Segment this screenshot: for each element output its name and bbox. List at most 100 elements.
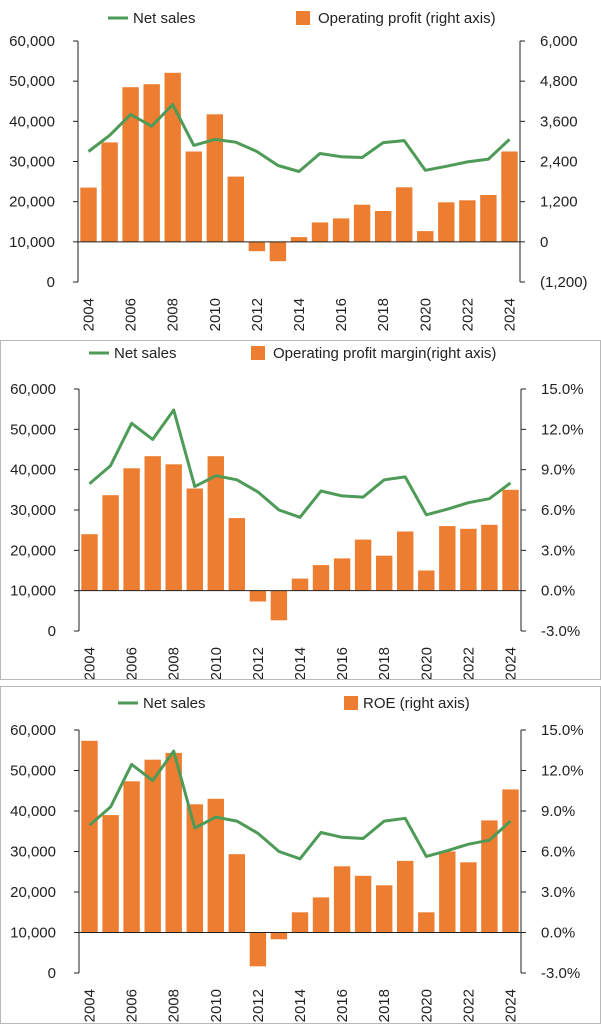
left-axis-tick-label: 0 [48, 623, 56, 640]
x-axis-tick-label: 2010 [207, 298, 224, 331]
x-axis-tick-label: 2016 [333, 298, 350, 331]
bar-2021 [439, 851, 456, 933]
bar-2013 [270, 932, 288, 940]
x-axis-tick-label: 2012 [249, 298, 266, 331]
bar-2015 [311, 222, 329, 242]
bar-2020 [418, 570, 435, 591]
bar-2019 [397, 860, 414, 933]
bar-2012 [249, 590, 267, 602]
bar-2017 [354, 875, 372, 933]
bar-2019 [397, 531, 414, 591]
left-axis-tick-label: 40,000 [9, 113, 55, 130]
bar-2014 [290, 237, 308, 242]
bar-2015 [312, 897, 330, 933]
right-axis-tick-label: 6.0% [541, 502, 575, 519]
right-axis-tick-label: 0.0% [541, 583, 575, 600]
right-axis-tick-label: -3.0% [541, 623, 580, 640]
bar-2016 [333, 558, 351, 591]
x-axis-tick-label: 2008 [166, 989, 183, 1022]
right-axis-tick-label: 0 [540, 234, 548, 251]
chart-operating-profit: Net sales Operating profit (right axis) 0 1… [9, 10, 588, 331]
bar-2007 [144, 456, 161, 591]
left-axis-tick-label: 60,000 [10, 722, 56, 739]
x-axis-tick-label: 2022 [460, 989, 477, 1022]
bar-2006 [122, 87, 139, 242]
left-axis-tick-label: 60,000 [9, 33, 55, 50]
right-axis-tick-label: 6,000 [540, 33, 578, 50]
bar-2014 [291, 578, 309, 591]
bar-2011 [228, 518, 245, 591]
bar-2013 [269, 241, 287, 262]
legend-bar-swatch [251, 346, 265, 360]
bar-2010 [207, 456, 224, 591]
right-axis-tick-label: -3.0% [541, 965, 580, 982]
bar-2020 [418, 912, 435, 933]
bar-2016 [332, 218, 350, 242]
x-axis-tick-label: 2024 [502, 298, 519, 331]
left-axis-tick-label: 50,000 [10, 421, 56, 438]
bar-2008 [164, 72, 181, 242]
bar-2015 [312, 565, 330, 591]
bar-2018 [376, 555, 393, 591]
x-axis-tick-label: 2010 [208, 989, 225, 1022]
bar-2009 [186, 804, 203, 933]
bar-2024 [502, 489, 519, 591]
bar-2020 [417, 231, 434, 242]
legend-label-bar-series: ROE (right axis) [363, 695, 470, 712]
left-axis-tick-label: 30,000 [9, 154, 55, 171]
right-axis-tick-label: 3.0% [541, 542, 575, 559]
x-axis-tick-label: 2020 [418, 989, 435, 1022]
right-axis-tick-label: (1,200) [540, 274, 588, 291]
net-sales-line [88, 408, 512, 519]
bar-2021 [439, 526, 456, 591]
bar-2022 [460, 862, 477, 933]
right-axis-tick-label: 12.0% [541, 763, 584, 780]
chart-panel-roe: Net sales ROE (right axis) 0 10,000 20,000 30… [0, 686, 601, 1024]
left-axis-tick-label: 20,000 [9, 194, 55, 211]
x-axis-tick-label: 2004 [82, 989, 99, 1022]
x-axis-tick-label: 2020 [417, 298, 434, 331]
legend-bar-swatch [296, 11, 310, 25]
x-axis-tick-label: 2024 [503, 989, 520, 1022]
bar-2023 [481, 524, 498, 591]
x-axis-tick-label: 2024 [503, 647, 520, 679]
left-axis-tick-label: 0 [48, 965, 56, 982]
right-axis-tick-label: 4,800 [540, 73, 578, 90]
x-axis-tick-label: 2014 [292, 989, 309, 1022]
bar-2023 [480, 195, 497, 242]
legend: Net sales Operating profit margin(right a… [89, 345, 496, 362]
bar-2011 [228, 854, 245, 933]
bar-2017 [353, 204, 371, 242]
bar-2010 [207, 798, 224, 933]
bar-2012 [249, 932, 267, 967]
bar-2024 [501, 151, 518, 242]
left-axis-tick-label: 10,000 [10, 925, 56, 942]
x-axis-tick-label: 2004 [81, 298, 98, 331]
left-axis-tick-label: 40,000 [10, 803, 56, 820]
x-axis-tick-label: 2014 [292, 647, 309, 679]
legend-label-net-sales: Net sales [133, 10, 196, 27]
legend-label-bar-series: Operating profit (right axis) [318, 10, 496, 27]
bar-2018 [376, 885, 393, 933]
bar-2010 [206, 114, 223, 242]
left-axis-tick-label: 30,000 [10, 502, 56, 519]
x-axis-tick-label: 2008 [165, 298, 182, 331]
left-axis-tick-label: 40,000 [10, 462, 56, 479]
left-axis-tick-label: 50,000 [10, 763, 56, 780]
x-axis-tick-label: 2018 [376, 989, 393, 1022]
x-axis-tick-label: 2004 [82, 647, 99, 679]
bar-2019 [396, 187, 413, 242]
net-sales-line [88, 749, 512, 861]
right-axis-tick-label: 15.0% [541, 722, 584, 739]
right-axis-tick-label: 1,200 [540, 194, 578, 211]
legend-label-net-sales: Net sales [143, 695, 206, 712]
bar-2009 [185, 151, 202, 242]
x-axis-tick-label: 2020 [418, 647, 435, 679]
bar-2011 [227, 176, 244, 242]
x-axis-tick-label: 2018 [376, 647, 393, 679]
bar-2008 [165, 464, 182, 591]
bar-2006 [123, 468, 140, 591]
bar-2017 [354, 539, 372, 591]
left-axis-tick-label: 30,000 [10, 844, 56, 861]
bar-2022 [460, 528, 477, 591]
